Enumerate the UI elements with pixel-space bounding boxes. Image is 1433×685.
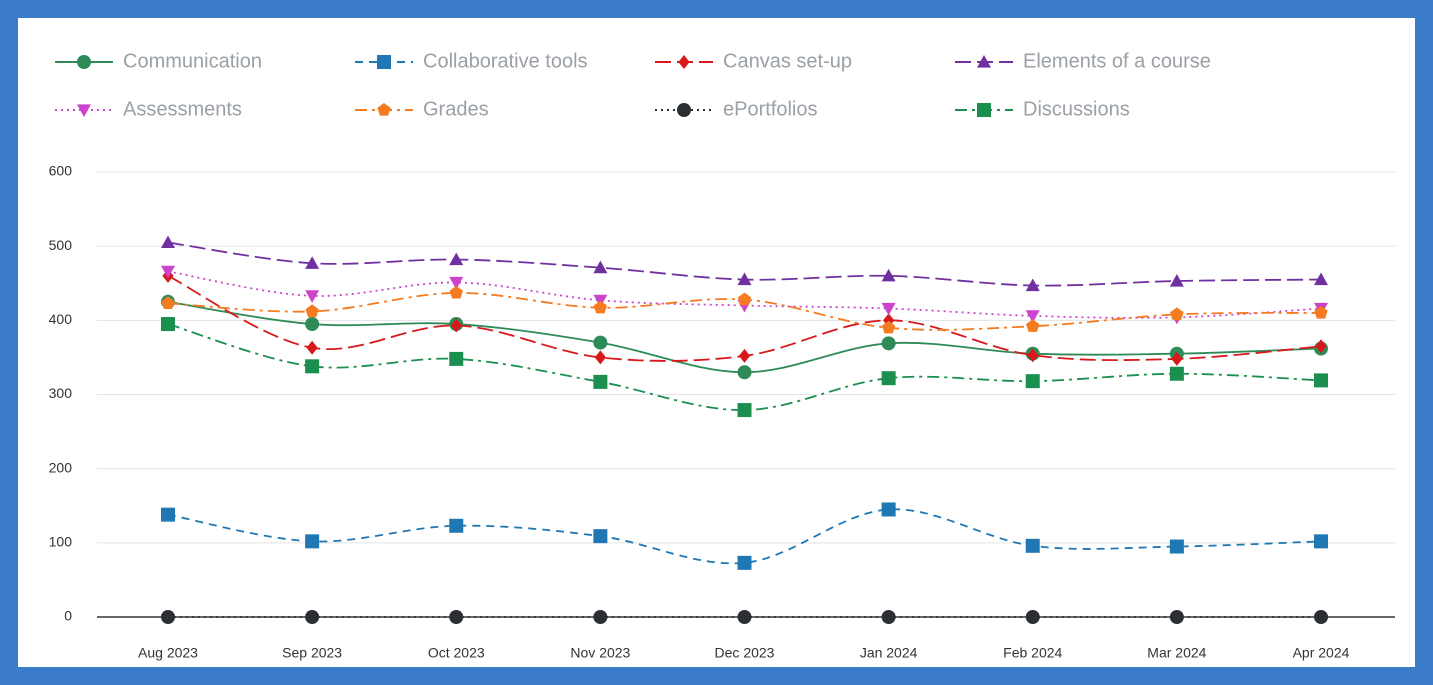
marker — [881, 610, 896, 624]
marker — [1170, 307, 1184, 321]
legend-label: Collaborative tools — [423, 50, 588, 72]
marker — [1169, 610, 1184, 624]
marker — [161, 235, 175, 249]
marker — [881, 320, 896, 334]
legend-marker — [677, 103, 691, 117]
y-tick-label: 500 — [49, 237, 73, 253]
marker — [1314, 610, 1328, 624]
marker — [593, 335, 608, 350]
marker — [449, 276, 464, 290]
marker — [305, 304, 319, 318]
marker — [1025, 278, 1040, 292]
legend-label: Discussions — [1023, 98, 1130, 120]
marker — [305, 290, 320, 303]
marker — [1314, 534, 1328, 549]
legend-label: Canvas set-up — [723, 50, 852, 72]
marker — [1314, 272, 1328, 286]
legend-marker — [377, 55, 391, 69]
marker — [1169, 274, 1184, 287]
marker — [881, 336, 896, 351]
marker — [593, 374, 608, 389]
x-tick-label: Feb 2024 — [1003, 645, 1062, 661]
marker — [449, 610, 464, 624]
marker — [1026, 319, 1040, 332]
marker — [1315, 339, 1327, 354]
series-line — [167, 508, 1322, 565]
y-tick-label: 200 — [49, 459, 73, 475]
marker — [449, 285, 463, 299]
y-tick-label: 300 — [49, 385, 73, 401]
marker — [450, 318, 462, 333]
x-tick-label: Jan 2024 — [860, 645, 918, 661]
legend-marker — [77, 55, 91, 69]
marker — [305, 610, 320, 624]
y-tick-label: 0 — [64, 608, 72, 624]
marker — [305, 534, 320, 549]
marker — [449, 252, 464, 266]
marker — [737, 610, 752, 624]
marker — [738, 348, 751, 363]
marker — [305, 359, 320, 374]
marker — [161, 296, 175, 309]
x-tick-label: Dec 2023 — [715, 645, 775, 661]
x-tick-label: Oct 2023 — [428, 645, 485, 661]
legend-marker — [977, 103, 991, 117]
marker — [1169, 539, 1184, 554]
y-tick-label: 400 — [49, 311, 73, 327]
marker — [881, 302, 896, 316]
legend-label: Assessments — [123, 98, 242, 120]
x-tick-label: Apr 2024 — [1293, 645, 1350, 661]
marker — [737, 272, 752, 286]
legend-marker — [977, 55, 991, 68]
legend-marker — [377, 103, 391, 116]
marker — [1025, 374, 1040, 389]
marker — [161, 265, 175, 279]
marker — [161, 317, 175, 332]
marker — [593, 529, 608, 544]
marker — [305, 256, 320, 269]
x-tick-label: Aug 2023 — [138, 645, 198, 661]
y-tick-label: 100 — [49, 534, 73, 550]
marker — [1025, 610, 1040, 624]
legend-label: Communication — [123, 50, 262, 72]
marker — [881, 268, 896, 282]
legend-label: Grades — [423, 98, 489, 120]
marker — [305, 317, 320, 332]
x-tick-label: Mar 2024 — [1147, 645, 1206, 661]
marker — [737, 292, 752, 306]
legend-label: Elements of a course — [1023, 50, 1211, 72]
marker — [1314, 305, 1328, 319]
legend-label: ePortfolios — [723, 98, 818, 120]
marker — [737, 403, 752, 418]
marker — [737, 555, 752, 570]
marker — [593, 260, 608, 274]
y-tick-label: 600 — [49, 163, 73, 179]
marker — [1025, 310, 1040, 323]
marker — [881, 502, 896, 517]
legend-marker — [678, 55, 690, 69]
marker — [1314, 373, 1328, 388]
marker — [1169, 366, 1184, 381]
marker — [881, 371, 896, 386]
marker — [593, 300, 608, 314]
marker — [1171, 351, 1183, 366]
marker — [449, 518, 464, 533]
legend-marker — [77, 104, 91, 117]
marker — [593, 610, 608, 624]
x-tick-label: Nov 2023 — [570, 645, 630, 661]
marker — [161, 610, 175, 624]
marker — [449, 351, 464, 366]
series-line — [167, 323, 1322, 411]
marker — [737, 365, 752, 380]
marker — [1027, 348, 1039, 363]
marker — [594, 350, 606, 365]
marker — [1025, 538, 1040, 553]
marker — [306, 340, 318, 355]
x-tick-label: Sep 2023 — [282, 645, 342, 661]
marker — [161, 507, 175, 522]
